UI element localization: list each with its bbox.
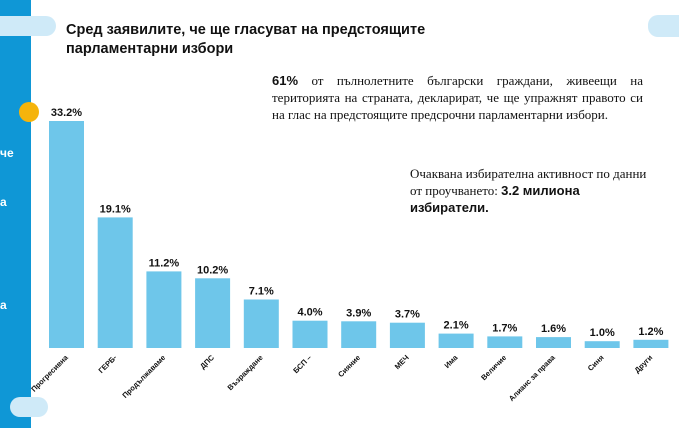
left-accent-band: че а а bbox=[0, 0, 31, 428]
bar-6 bbox=[292, 320, 328, 348]
bar-12 bbox=[584, 341, 620, 348]
value-label: 19.1% bbox=[100, 203, 131, 215]
turnout-percent: 61% bbox=[272, 73, 299, 88]
value-label: 1.2% bbox=[638, 326, 663, 338]
left-text-fragment: а bbox=[0, 298, 7, 312]
category-label: Сияние bbox=[336, 353, 362, 379]
value-label: 4.0% bbox=[297, 307, 322, 319]
bar-7 bbox=[341, 321, 377, 348]
category-label: Други bbox=[633, 353, 655, 375]
category-label: БСП – bbox=[291, 353, 313, 375]
bar-1 bbox=[49, 121, 84, 348]
category-label: Синя bbox=[586, 353, 606, 373]
category-label: ДПС bbox=[198, 353, 216, 371]
expected-voters-text: Очаквана избирателна активност по данни … bbox=[410, 166, 647, 198]
bar-2 bbox=[97, 217, 133, 348]
value-label: 10.2% bbox=[197, 264, 228, 276]
category-label: Продължаваме bbox=[120, 353, 167, 400]
value-label: 3.9% bbox=[346, 307, 371, 319]
turnout-note: 61% от пълнолетните български граждани, … bbox=[272, 72, 643, 123]
bar-13 bbox=[633, 339, 669, 348]
decorative-pill bbox=[648, 15, 679, 37]
value-label: 7.1% bbox=[249, 286, 274, 298]
decorative-pill bbox=[10, 397, 48, 417]
category-label: Величие bbox=[479, 353, 508, 382]
decorative-pill bbox=[0, 16, 56, 36]
value-label: 1.0% bbox=[590, 327, 615, 339]
category-label: МЕЧ bbox=[393, 353, 411, 371]
value-label: 3.7% bbox=[395, 309, 420, 321]
category-label: Възраждане bbox=[226, 353, 265, 392]
bar-4 bbox=[195, 278, 231, 348]
bar-8 bbox=[389, 322, 425, 348]
bar-5 bbox=[243, 299, 279, 348]
category-label: Прогресивна bbox=[29, 352, 70, 393]
value-label: 11.2% bbox=[149, 257, 180, 269]
value-label: 2.1% bbox=[444, 320, 469, 332]
category-label: Алианс за права bbox=[507, 352, 558, 403]
left-text-fragment: а bbox=[0, 195, 7, 209]
turnout-note-text: от пълнолетните български граждани, живе… bbox=[272, 73, 643, 122]
bar-11 bbox=[536, 337, 571, 348]
chart-title: Сред заявилите, че ще гласуват на предст… bbox=[66, 22, 426, 57]
expected-voters-note: Очаквана избирателна активност по данни … bbox=[410, 165, 650, 216]
decorative-dot bbox=[19, 102, 39, 122]
bar-10 bbox=[487, 336, 523, 348]
value-label: 1.7% bbox=[492, 322, 517, 334]
category-label: Има bbox=[443, 352, 461, 370]
expected-voters-count: 3.2 милиона избиратели. bbox=[410, 183, 580, 215]
value-label: 33.2% bbox=[51, 107, 82, 119]
category-label: ГЕРБ- bbox=[97, 353, 119, 375]
value-label: 1.6% bbox=[541, 323, 566, 335]
bar-9 bbox=[438, 333, 474, 348]
left-text-fragment: че bbox=[0, 146, 14, 160]
bar-3 bbox=[146, 271, 182, 348]
